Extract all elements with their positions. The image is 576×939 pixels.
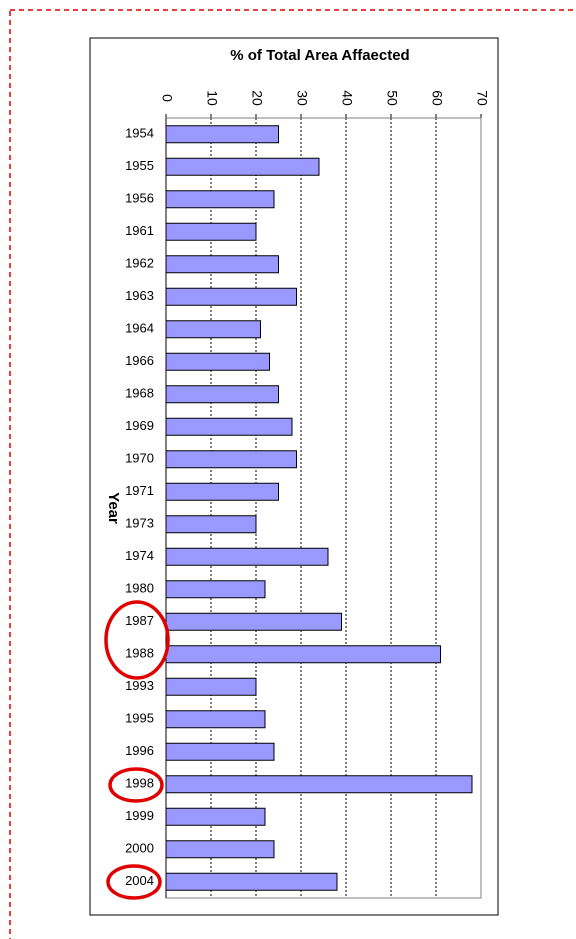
- y-tick-label: 1993: [125, 678, 154, 693]
- chart-title: % of Total Area Affaected: [230, 47, 409, 64]
- bar: [165, 450, 297, 469]
- y-tick-label: 1955: [125, 158, 154, 173]
- x-tick-label: 40: [339, 90, 355, 106]
- y-tick-label: 1973: [125, 516, 154, 531]
- bar: [165, 222, 257, 241]
- y-tick-label: 1969: [125, 418, 154, 433]
- bar: [165, 677, 257, 696]
- y-tick-label: 1968: [125, 386, 154, 401]
- plot: 0 10 20 30 40 50 60 70 1954 1955 1956 1961 1962 1963 1…: [125, 90, 490, 899]
- highlight-circle: [106, 864, 162, 900]
- y-tick-label: 2004: [125, 873, 154, 888]
- x-tick-label: 10: [204, 90, 220, 106]
- y-tick-label: 1962: [125, 256, 154, 271]
- bar: [165, 645, 441, 664]
- x-tick-label: 70: [474, 90, 490, 106]
- bar: [165, 547, 329, 566]
- bar: [165, 482, 279, 501]
- bar: [165, 840, 275, 859]
- bar: [165, 580, 266, 599]
- bar: [165, 125, 279, 144]
- bar: [165, 872, 338, 891]
- bar: [165, 710, 266, 729]
- y-tick-label: 1995: [125, 711, 154, 726]
- bar: [165, 157, 320, 176]
- bar: [165, 742, 275, 761]
- bar: [165, 807, 266, 826]
- bar: [165, 320, 261, 339]
- bar: [165, 385, 279, 404]
- y-tick-label: 1966: [125, 353, 154, 368]
- highlight-circle: [108, 767, 164, 803]
- y-tick-label: 1999: [125, 808, 154, 823]
- y-tick-label: 1971: [125, 483, 154, 498]
- bar: [165, 255, 279, 274]
- bar: [165, 515, 257, 534]
- bar: [165, 612, 342, 631]
- y-tick-label: 1980: [125, 581, 154, 596]
- highlight-circle: [104, 600, 170, 680]
- y-tick-label: 1954: [125, 126, 154, 141]
- y-tick-label: 1988: [125, 646, 154, 661]
- y-tick-label: 1996: [125, 743, 154, 758]
- y-tick-label: 1987: [125, 613, 154, 628]
- y-axis-label: Year: [105, 492, 122, 524]
- y-tick-label: 1963: [125, 288, 154, 303]
- x-tick-label: 20: [249, 90, 265, 106]
- y-tick-label: 1998: [125, 776, 154, 791]
- x-tick-label: 30: [294, 90, 310, 106]
- y-tick-label: 2000: [125, 841, 154, 856]
- y-tick-label: 1961: [125, 223, 154, 238]
- bar: [165, 352, 270, 371]
- x-tick-label: 0: [159, 94, 175, 102]
- y-tick-label: 1970: [125, 451, 154, 466]
- y-tick-label: 1956: [125, 191, 154, 206]
- bar: [165, 287, 297, 306]
- bar: [165, 190, 275, 209]
- chart-frame: [89, 37, 499, 916]
- y-tick-label: 1964: [125, 321, 154, 336]
- bar: [165, 417, 293, 436]
- dashed-border: [9, 9, 576, 939]
- x-tick-label: 60: [429, 90, 445, 106]
- x-tick-label: 50: [384, 90, 400, 106]
- bar: [165, 775, 473, 794]
- y-tick-label: 1974: [125, 548, 154, 563]
